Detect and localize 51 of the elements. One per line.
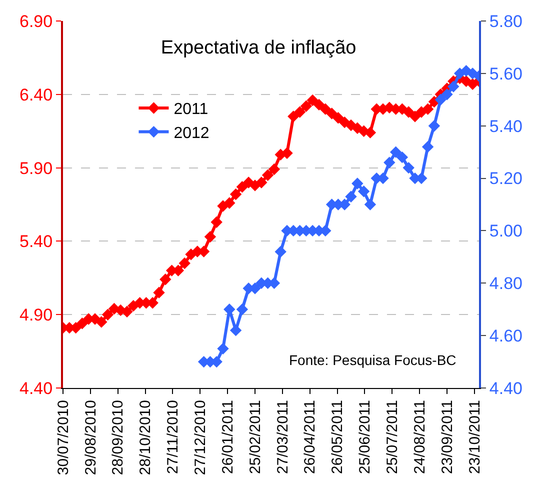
legend-label: 2011 xyxy=(174,101,208,118)
y2-tick-label: 4.80 xyxy=(489,274,522,294)
y2-tick-label: 5.20 xyxy=(489,169,522,188)
point xyxy=(217,342,229,355)
y-tick-label: 5.40 xyxy=(20,232,53,252)
point xyxy=(448,80,460,92)
x-tick-label: 28/09/2010 xyxy=(110,400,127,476)
x-tick-label: 25/07/2011 xyxy=(384,400,402,474)
x-tick-label: 27/12/2010 xyxy=(192,400,210,476)
y-tick-label: 6.40 xyxy=(20,85,53,104)
x-tick-label: 27/03/2011 xyxy=(274,400,292,474)
point xyxy=(345,190,357,202)
x-tick-label: 27/11/2010 xyxy=(164,400,182,474)
y-tick-label: 4.40 xyxy=(20,378,53,398)
x-tick-label: 26/04/2011 xyxy=(302,400,319,474)
text: Expectativa de inflação xyxy=(160,37,356,58)
y-tick-label: 5.90 xyxy=(20,158,53,178)
point xyxy=(230,324,242,336)
point xyxy=(396,151,408,164)
point xyxy=(364,198,376,210)
y2-tick-label: 4.60 xyxy=(489,326,522,346)
x-tick-label: 26/01/2011 xyxy=(219,400,236,474)
y2-tick-label: 5.60 xyxy=(489,64,522,84)
legend-label: 2012 xyxy=(174,125,210,142)
y2-tick-label: 5.40 xyxy=(489,116,522,136)
point xyxy=(441,88,453,100)
point xyxy=(390,146,402,158)
point xyxy=(402,162,414,174)
y2-tick-label: 5.80 xyxy=(489,12,522,31)
x-tick-label: 26/05/2011 xyxy=(329,400,346,474)
x-tick-label: 30/07/2010 xyxy=(54,400,72,476)
point xyxy=(358,186,370,198)
x-tick-label: 25/02/2011 xyxy=(246,400,264,474)
x-tick-label: 25/06/2011 xyxy=(356,400,374,474)
x-tick-label: 23/09/2011 xyxy=(438,400,456,474)
point xyxy=(428,120,440,132)
point xyxy=(434,94,446,106)
annotation: Fonte: Pesquisa Focus-BC xyxy=(289,352,456,368)
point xyxy=(274,246,286,258)
x-tick-label: 23/10/2011 xyxy=(466,400,484,474)
y2-tick-label: 5.00 xyxy=(489,222,522,241)
y-tick-label: 6.90 xyxy=(20,12,53,31)
y-tick-label: 4.90 xyxy=(20,306,53,325)
point xyxy=(384,156,396,168)
x-tick-label: 29/08/2010 xyxy=(82,400,100,476)
x-tick-label: 28/10/2010 xyxy=(137,400,154,476)
point xyxy=(352,178,364,190)
point xyxy=(422,140,434,153)
y2-tick-label: 4.40 xyxy=(489,378,522,398)
point xyxy=(236,304,248,316)
x-tick-label: 24/08/2011 xyxy=(411,400,428,474)
